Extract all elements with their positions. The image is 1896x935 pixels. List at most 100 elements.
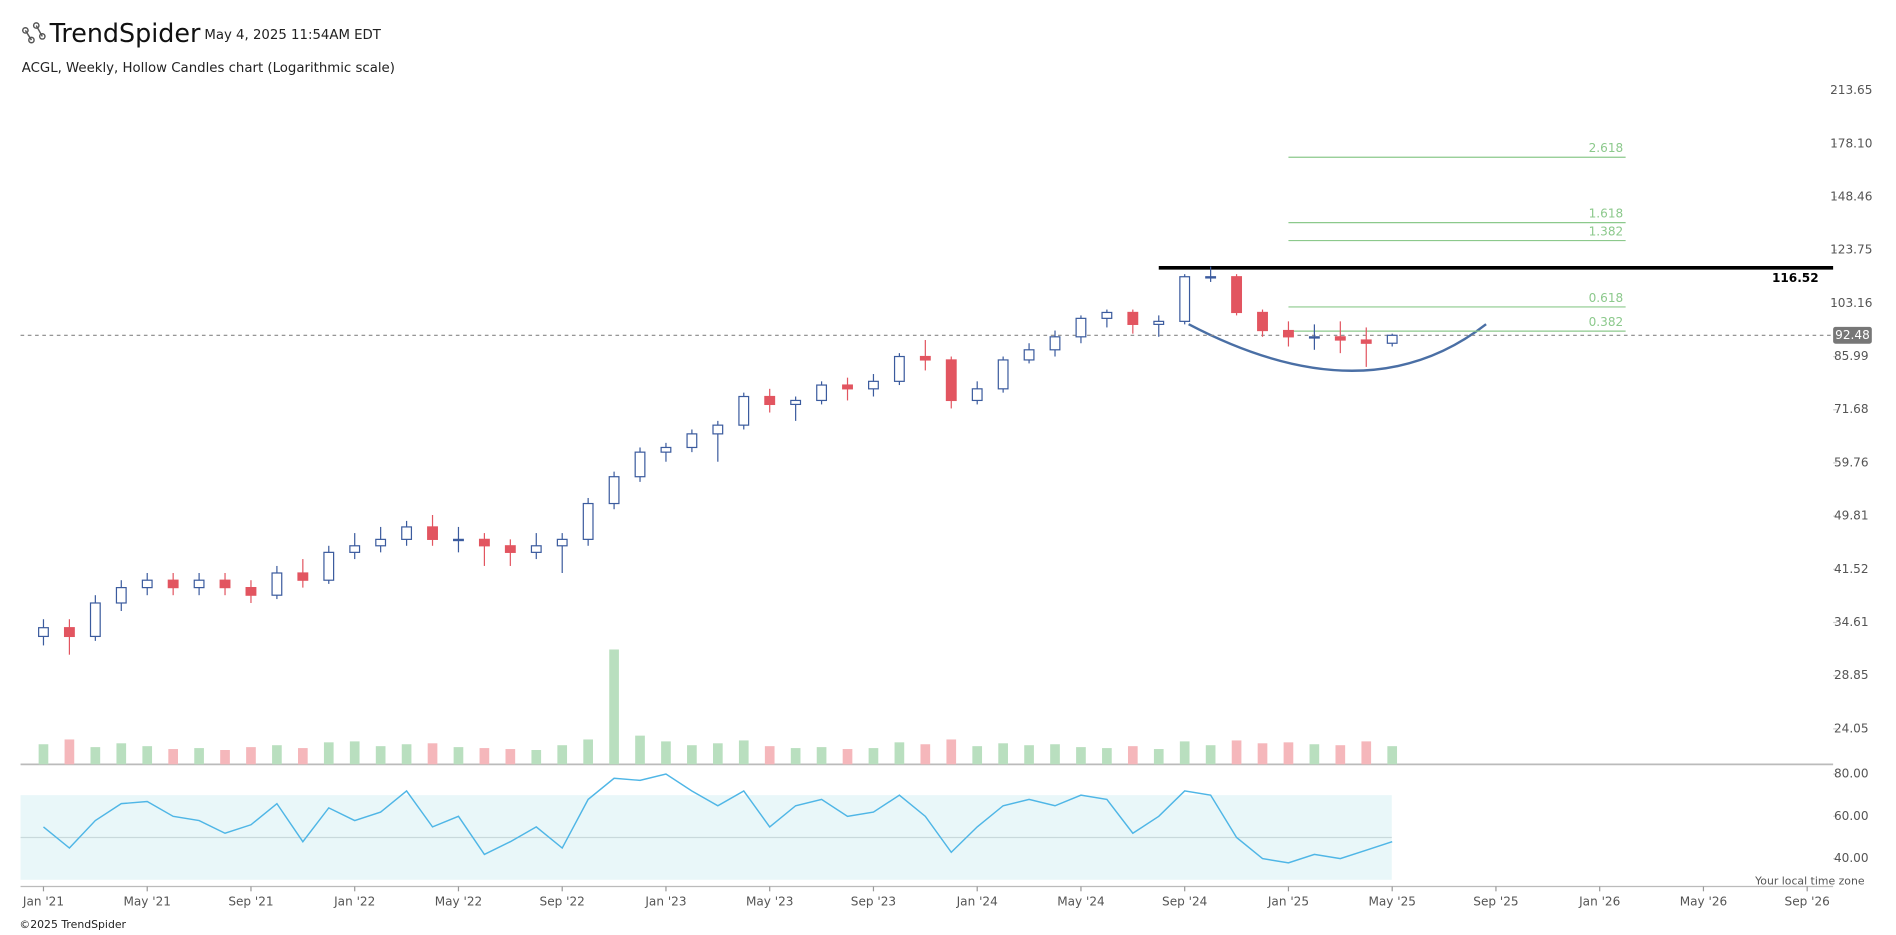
volume-bar	[401, 744, 412, 765]
x-tick-label: Sep '25	[1473, 895, 1518, 909]
candle-body	[38, 627, 49, 638]
y-tick-label: 49.81	[1834, 509, 1869, 523]
candle-body	[1308, 336, 1320, 339]
x-tick-label: May '24	[1057, 895, 1105, 909]
y-tick-label: 34.61	[1834, 615, 1869, 629]
candle-body	[712, 424, 724, 435]
volume-bar	[1361, 741, 1372, 765]
candle-body	[1127, 311, 1139, 325]
y-tick-label: 59.76	[1834, 455, 1869, 469]
candle-body	[427, 526, 438, 540]
candle-body	[1049, 336, 1061, 351]
logo-icon	[22, 22, 46, 44]
volume-bar	[531, 749, 542, 765]
candle-body	[686, 433, 698, 449]
volume-bar	[946, 739, 957, 765]
x-tick-label: May '23	[746, 895, 794, 909]
x-tick-label: Jan '23	[644, 895, 686, 909]
y-tick-label: 148.46	[1830, 189, 1872, 203]
volume-bar	[64, 739, 75, 765]
volume-bar	[738, 740, 749, 765]
volume-bar	[842, 749, 853, 765]
volume-bar	[1335, 745, 1346, 765]
volume-bar	[868, 748, 879, 765]
volume-bar	[453, 747, 464, 765]
resistance-label: 116.52	[1772, 271, 1819, 285]
volume-bar	[920, 744, 931, 765]
candle-body	[1101, 311, 1113, 319]
timestamp: May 4, 2025 11:54AM EDT	[204, 28, 381, 43]
y-tick-label: 103.16	[1830, 296, 1872, 310]
candle-body	[608, 476, 620, 505]
candle-body	[945, 359, 957, 402]
candle-body	[115, 587, 127, 604]
candle-body	[997, 359, 1009, 390]
candle-body	[1360, 339, 1372, 344]
candle-body	[842, 384, 853, 390]
candle-body	[89, 602, 101, 638]
volume-bar	[1283, 742, 1294, 765]
candle-body	[297, 572, 309, 581]
cup-arc	[1188, 323, 1487, 372]
x-tick-label: Sep '22	[540, 895, 585, 909]
candle-body	[919, 355, 931, 361]
rsi-tick-label: 60.00	[1834, 809, 1869, 823]
candle-body	[1023, 349, 1035, 361]
x-tick-label: Sep '24	[1162, 895, 1207, 909]
volume-bar	[998, 743, 1008, 765]
volume-bar	[1205, 745, 1216, 765]
volume-bar	[349, 741, 360, 765]
candle-body	[349, 545, 361, 553]
candle-body	[504, 545, 516, 553]
volume-bar	[712, 743, 723, 765]
candle-body	[245, 587, 257, 596]
volume-bar	[583, 739, 593, 765]
y-tick-label: 123.75	[1830, 243, 1872, 257]
candle-body	[1231, 276, 1243, 314]
volume-bar	[687, 745, 697, 765]
candle-body	[63, 627, 75, 638]
fib-label: 1.618	[1589, 207, 1624, 221]
volume-bar	[972, 746, 983, 765]
fib-label: 2.618	[1589, 141, 1624, 155]
candle-body	[478, 538, 490, 547]
candle-body	[271, 572, 283, 596]
volume-bar	[323, 742, 334, 765]
rsi-tick-label: 40.00	[1834, 851, 1869, 865]
brand: TrendSpider	[49, 18, 201, 48]
volume-bar	[790, 748, 801, 765]
candle-body	[453, 538, 464, 542]
rsi-line	[43, 773, 1393, 864]
volume-bar	[1024, 745, 1034, 765]
candle-body	[660, 446, 672, 453]
volume-bar	[479, 748, 490, 765]
volume-bar	[168, 749, 178, 765]
x-tick-label: Sep '21	[228, 895, 273, 909]
candle-body	[764, 395, 776, 406]
rsi-tick-label: 80.00	[1834, 767, 1869, 781]
volume-bar	[609, 649, 619, 765]
candle-body	[790, 399, 802, 406]
candle-body	[816, 384, 828, 402]
volume-bar	[1179, 741, 1190, 765]
candle-body	[634, 451, 646, 478]
candle-body	[1179, 276, 1191, 322]
x-tick-label: Sep '23	[851, 895, 896, 909]
x-tick-label: Jan '26	[1578, 895, 1620, 909]
volume-bar	[298, 748, 308, 765]
fib-label: 0.618	[1589, 291, 1624, 305]
candle-body	[556, 538, 568, 547]
candle-body	[868, 380, 879, 390]
candle-body	[738, 395, 750, 426]
volume-bar	[1231, 740, 1242, 765]
volume-bar	[246, 747, 256, 765]
volume-bar	[38, 744, 49, 765]
volume-bar	[427, 743, 438, 765]
x-tick-label: Jan '24	[956, 895, 998, 909]
candle-body	[530, 545, 542, 553]
volume-bar	[816, 747, 827, 765]
volume-bar	[220, 749, 230, 765]
last-price-box	[1833, 326, 1872, 344]
candle-body	[582, 502, 594, 540]
